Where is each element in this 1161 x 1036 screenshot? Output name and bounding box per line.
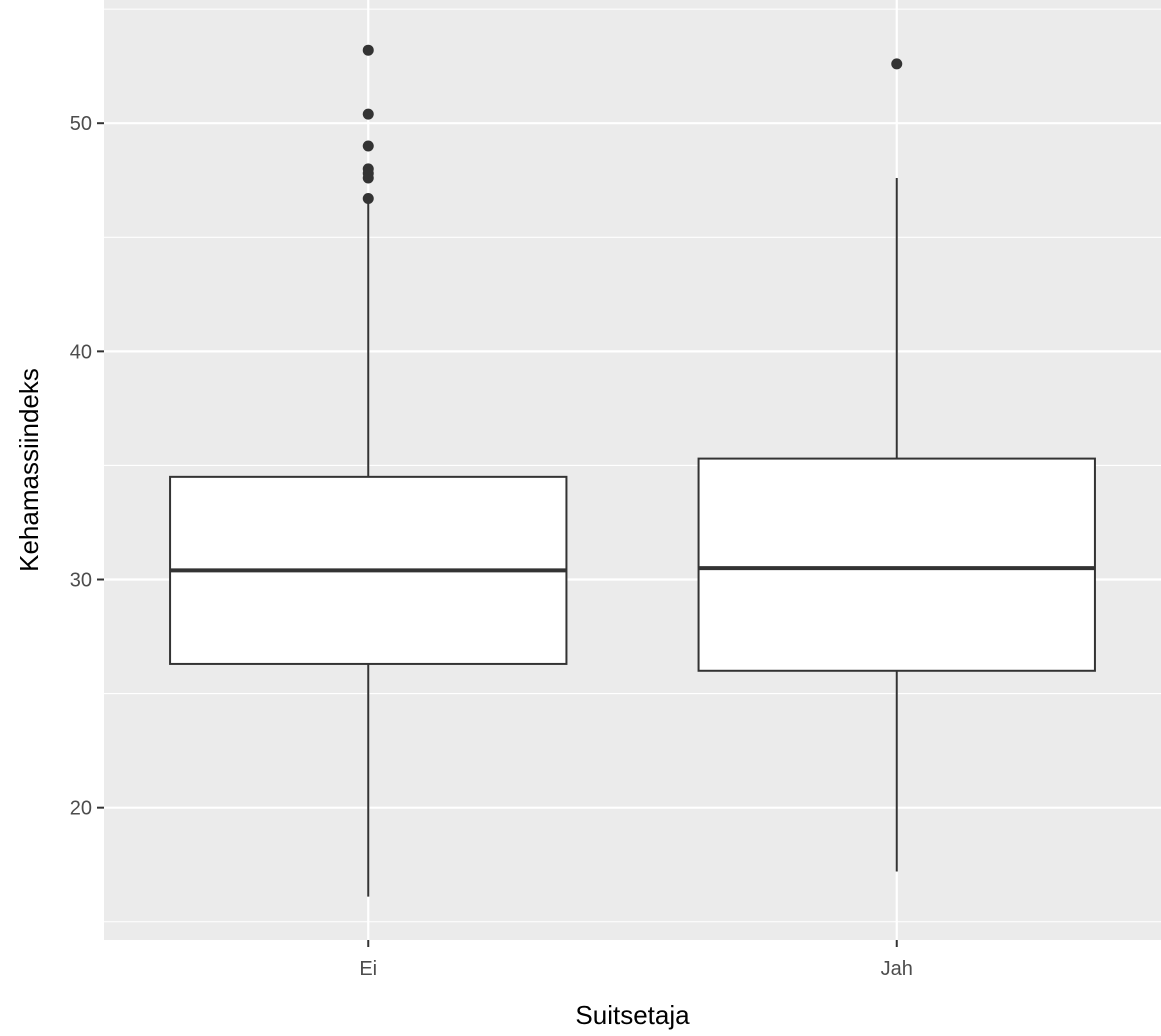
outlier-point (362, 44, 374, 56)
y-tick-label: 20 (70, 798, 92, 820)
x-axis: Ei Jah (359, 940, 913, 980)
box-iqr (697, 457, 1096, 672)
outlier-point (891, 58, 903, 70)
outlier-point (362, 108, 374, 120)
y-axis: 20 30 40 50 (70, 113, 104, 820)
box-group-jah (697, 58, 1096, 872)
y-axis-title: Kehamassiindeks (14, 368, 44, 572)
box-group-ei (169, 44, 568, 897)
outlier-point (362, 163, 374, 175)
y-tick-label: 40 (70, 341, 92, 363)
x-tick-label: Ei (359, 958, 377, 980)
y-tick-label: 50 (70, 113, 92, 135)
y-tick-label: 30 (70, 570, 92, 592)
x-tick-label: Jah (881, 958, 913, 980)
x-axis-title: Suitsetaja (575, 1000, 690, 1030)
outlier-point (362, 140, 374, 152)
boxes-layer (169, 44, 1096, 897)
outlier-point (362, 192, 374, 204)
